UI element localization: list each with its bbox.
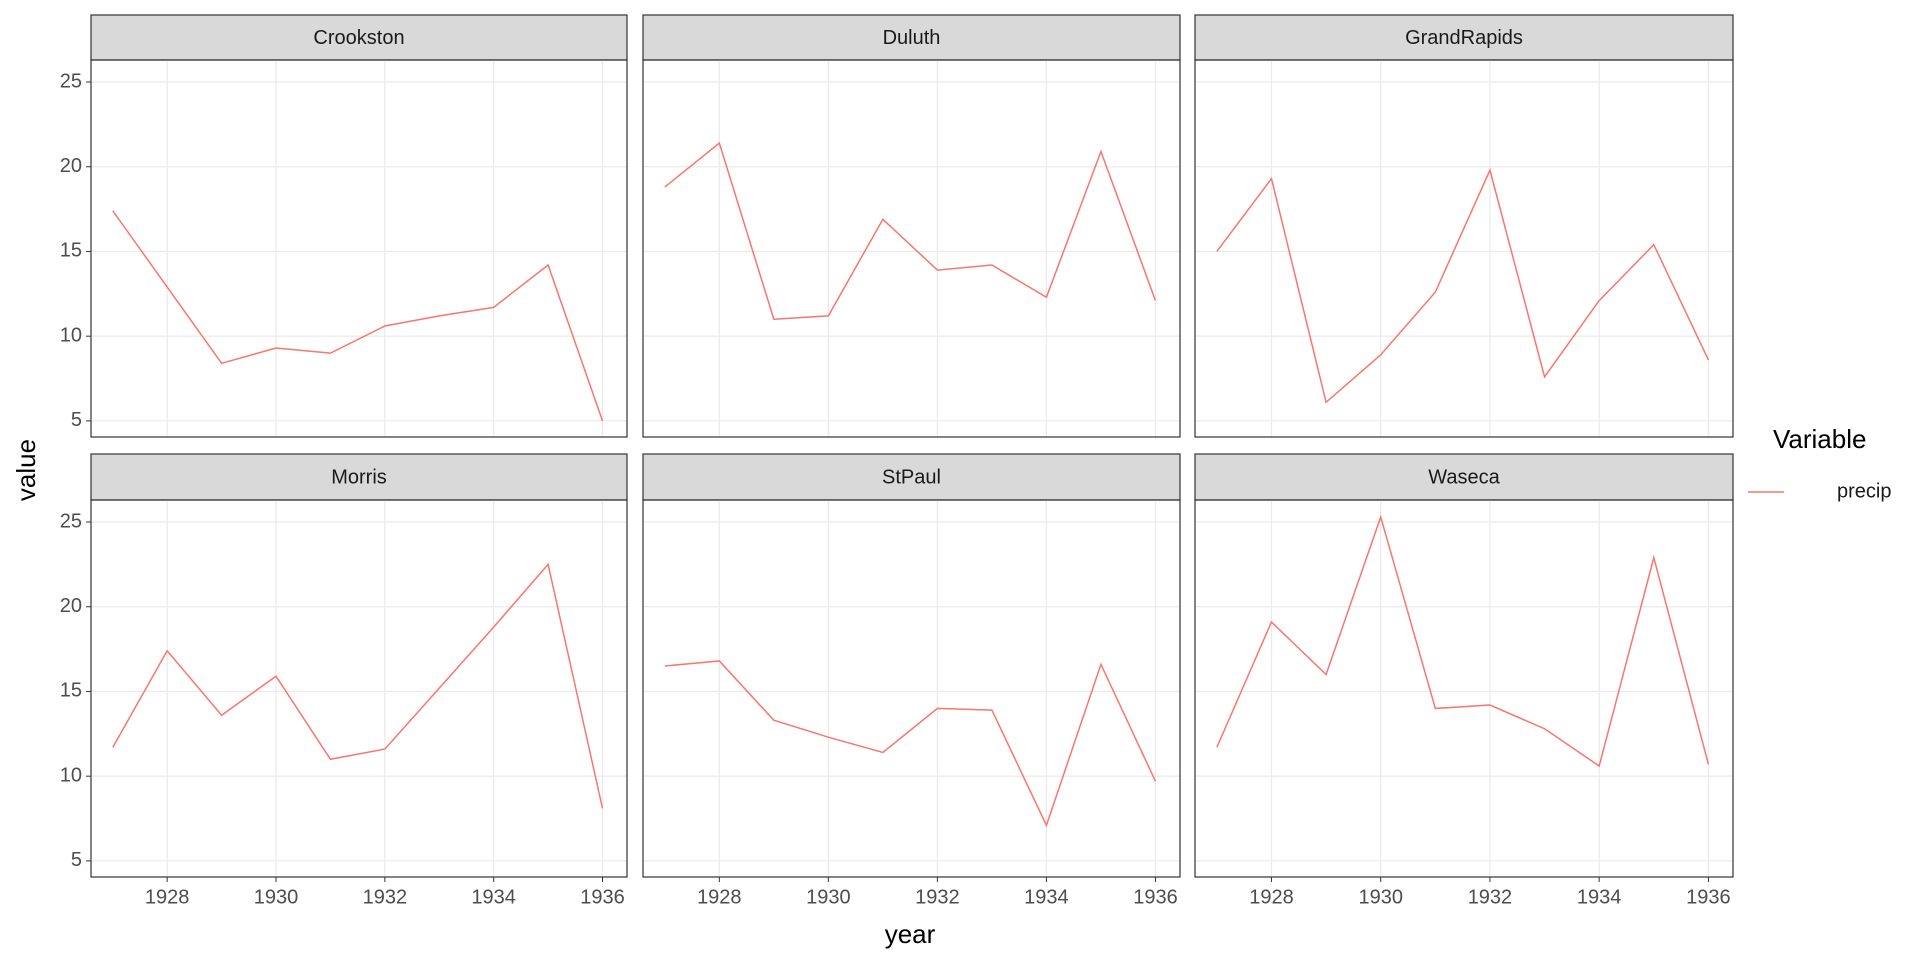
panel-border <box>1194 499 1734 878</box>
panel-border <box>90 59 628 438</box>
x-tick-label: 1934 <box>471 886 516 908</box>
y-tick-label: 20 <box>60 155 82 177</box>
data-line <box>112 210 604 422</box>
y-axis-label: value <box>11 439 41 501</box>
panel-border <box>642 499 1181 878</box>
panel-title: Duluth <box>883 27 941 49</box>
strip <box>90 453 628 501</box>
panel-title: Crookston <box>313 27 404 49</box>
x-tick-label: 1932 <box>915 886 960 908</box>
y-tick-label: 20 <box>60 595 82 617</box>
panel-border <box>90 499 628 878</box>
panel-border <box>1194 59 1734 438</box>
y-tick-label: 10 <box>60 764 82 786</box>
x-tick-label: 1936 <box>580 886 625 908</box>
panel-title: GrandRapids <box>1405 27 1523 49</box>
x-tick-label: 1932 <box>363 886 408 908</box>
panel-title: Waseca <box>1428 466 1500 488</box>
x-tick-label: 1934 <box>1577 886 1622 908</box>
data-line <box>112 562 604 809</box>
legend-label: precip <box>1837 480 1891 502</box>
x-axis-label: year <box>885 919 936 949</box>
legend-title: Variable <box>1773 424 1866 454</box>
x-tick-label: 1936 <box>1686 886 1731 908</box>
y-tick-label: 25 <box>60 510 82 532</box>
panel-title: StPaul <box>882 466 941 488</box>
panel-border <box>642 59 1181 438</box>
x-tick-label: 1928 <box>697 886 742 908</box>
data-line <box>1216 167 1710 404</box>
y-tick-label: 5 <box>71 409 82 431</box>
panel-title: Morris <box>331 466 387 488</box>
y-tick-label: 5 <box>71 849 82 871</box>
data-line <box>664 660 1157 828</box>
x-tick-label: 1934 <box>1024 886 1069 908</box>
data-line <box>1216 514 1710 768</box>
x-tick-label: 1936 <box>1133 886 1178 908</box>
y-tick-label: 10 <box>60 324 82 346</box>
x-tick-label: 1930 <box>254 886 299 908</box>
y-tick-label: 15 <box>60 240 82 262</box>
x-tick-label: 1928 <box>1249 886 1294 908</box>
strip <box>1194 453 1734 501</box>
y-tick-label: 25 <box>60 70 82 92</box>
x-tick-label: 1932 <box>1468 886 1513 908</box>
data-line <box>664 141 1157 321</box>
strip <box>642 453 1181 501</box>
x-tick-label: 1930 <box>806 886 851 908</box>
x-tick-label: 1930 <box>1358 886 1403 908</box>
x-tick-label: 1928 <box>145 886 190 908</box>
y-tick-label: 15 <box>60 680 82 702</box>
